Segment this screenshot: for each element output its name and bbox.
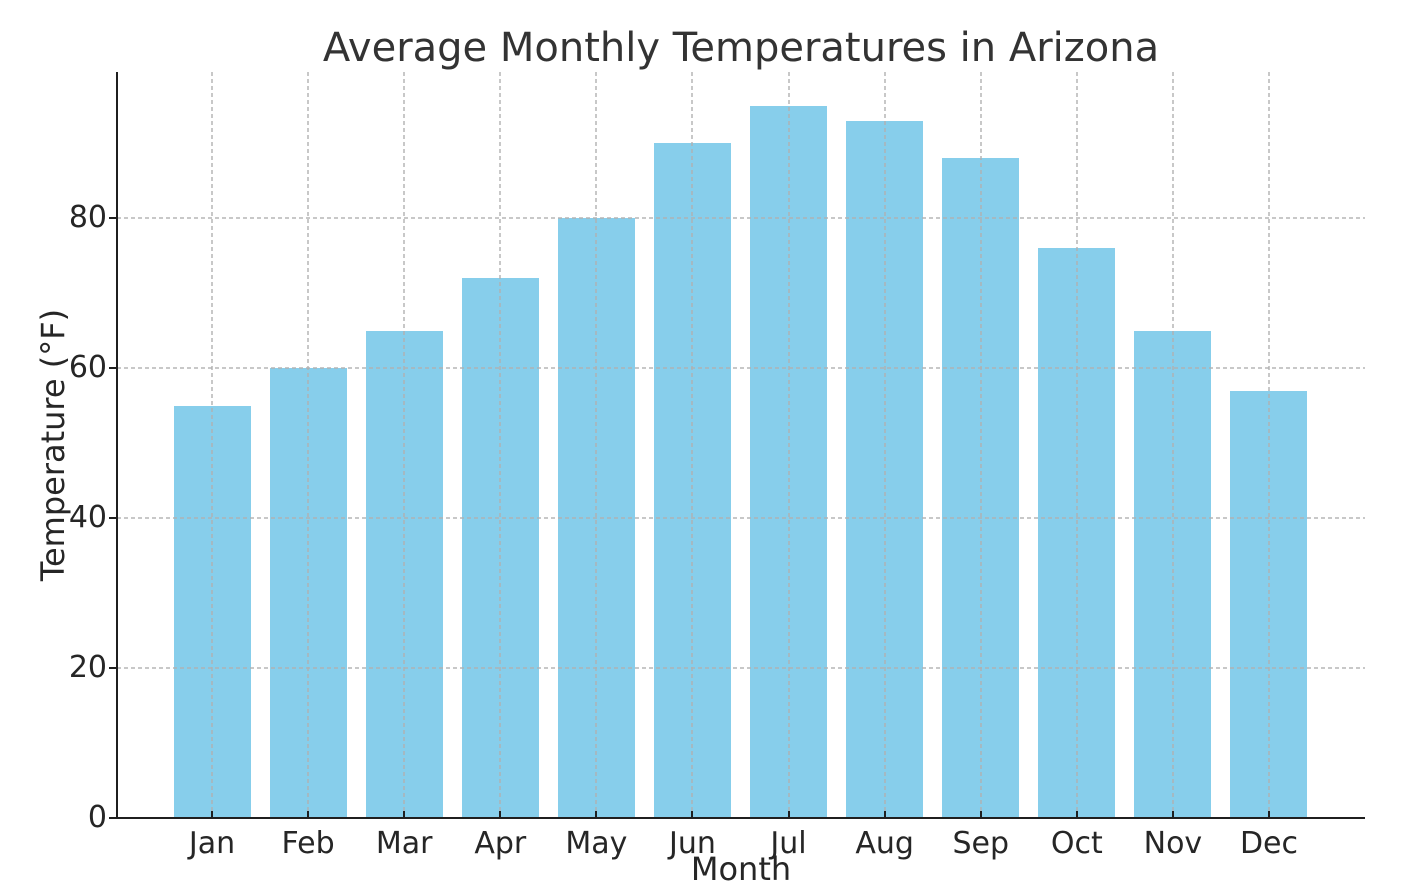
x-tick-jul <box>787 811 790 818</box>
gridline-vertical-jul <box>787 72 790 818</box>
x-tick-label-aug: Aug <box>855 826 914 861</box>
gridline-vertical-dec <box>1267 72 1270 818</box>
y-tick-label-20: 20 <box>68 650 107 686</box>
x-tick-jun <box>691 811 694 818</box>
x-tick-nov <box>1171 811 1174 818</box>
x-tick-may <box>595 811 598 818</box>
x-tick-jan <box>211 811 213 818</box>
gridline-vertical-apr <box>499 72 502 818</box>
y-tick-label-40: 40 <box>68 500 107 536</box>
chart-title: Average Monthly Temperatures in Arizona <box>322 25 1160 71</box>
x-tick-label-mar: Mar <box>375 826 433 861</box>
x-tick-oct <box>1075 811 1078 818</box>
x-tick-label-sep: Sep <box>952 826 1009 861</box>
x-tick-label-oct: Oct <box>1050 826 1103 861</box>
gridline-horizontal-20 <box>117 667 1365 670</box>
gridline-vertical-may <box>595 72 598 818</box>
x-tick-label-apr: Apr <box>474 826 527 861</box>
x-axis-spine <box>116 817 1365 819</box>
gridline-vertical-oct <box>1075 72 1078 818</box>
gridline-vertical-nov <box>1171 72 1174 818</box>
x-tick-label-jan: Jan <box>188 826 236 861</box>
x-tick-aug <box>883 811 886 818</box>
y-axis-spine <box>116 72 118 819</box>
y-tick-40 <box>109 517 116 520</box>
x-tick-sep <box>979 811 982 818</box>
y-axis-label: Temperature (°F) <box>34 308 72 582</box>
y-tick-20 <box>109 667 116 670</box>
x-tick-apr <box>499 811 502 818</box>
x-tick-label-may: May <box>565 826 628 861</box>
gridline-horizontal-80 <box>117 217 1365 220</box>
y-tick-label-60: 60 <box>68 350 107 386</box>
x-tick-feb <box>307 811 310 818</box>
gridline-vertical-aug <box>883 72 886 818</box>
x-tick-dec <box>1267 811 1270 818</box>
gridline-vertical-mar <box>403 72 406 818</box>
x-tick-label-nov: Nov <box>1143 826 1203 861</box>
x-axis-label: Month <box>690 850 792 888</box>
y-tick-60 <box>109 367 116 370</box>
gridline-vertical-jan <box>211 72 213 818</box>
y-tick-0 <box>109 817 116 819</box>
plot-area <box>117 72 1365 818</box>
gridline-vertical-jun <box>691 72 694 818</box>
y-tick-label-0: 0 <box>87 800 107 835</box>
x-tick-mar <box>403 811 406 818</box>
gridline-horizontal-60 <box>117 367 1365 370</box>
gridline-vertical-sep <box>979 72 982 818</box>
gridline-horizontal-40 <box>117 517 1365 520</box>
y-tick-80 <box>109 217 116 220</box>
gridline-vertical-feb <box>307 72 310 818</box>
x-tick-label-dec: Dec <box>1239 826 1299 861</box>
x-tick-label-jun: Jun <box>669 826 716 861</box>
x-tick-label-feb: Feb <box>281 826 335 861</box>
y-tick-label-80: 80 <box>68 200 107 236</box>
x-tick-label-jul: Jul <box>770 826 807 861</box>
